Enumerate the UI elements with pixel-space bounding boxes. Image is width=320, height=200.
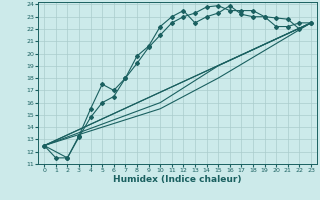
X-axis label: Humidex (Indice chaleur): Humidex (Indice chaleur) bbox=[113, 175, 242, 184]
